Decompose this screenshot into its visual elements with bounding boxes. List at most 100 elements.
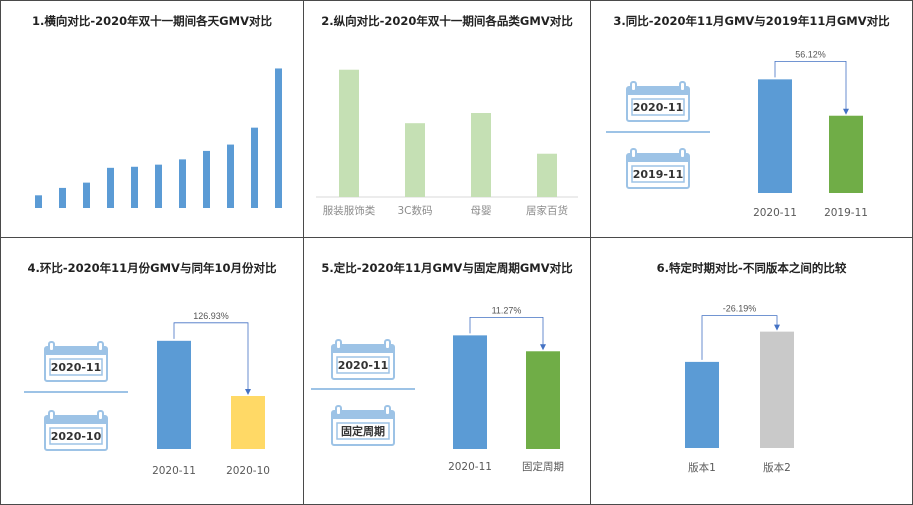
calendar-date-box — [49, 358, 103, 376]
calendar-icon: 固定周期 — [331, 405, 395, 446]
bar — [107, 167, 114, 208]
change-label: 56.12% — [795, 49, 826, 59]
calendar-icon: 2020-11 — [626, 81, 690, 122]
calendar-ring — [384, 405, 391, 416]
change-arrowhead — [843, 108, 849, 115]
bar — [275, 68, 282, 208]
bar — [405, 123, 425, 197]
version-chart: 版本1 版本2 -26.19% — [685, 304, 794, 474]
bar — [59, 187, 66, 208]
bar — [453, 335, 487, 449]
x-tick-label: 版本1 — [688, 461, 716, 474]
bar — [537, 153, 557, 197]
bar — [131, 166, 138, 208]
mom-chart: 2020-11 2020-10 126.93% 2020-11 2020-10 — [24, 311, 270, 477]
change-bracket — [173, 322, 249, 390]
calendar-ring — [97, 341, 104, 352]
calendar-label: 2020-11 — [633, 101, 684, 114]
calendar-icon: 2020-10 — [44, 410, 108, 451]
calendar-ring — [335, 339, 342, 350]
panel-month-over-month: 4.环比-2020年11月份GMV与同年10月份对比 2020-11 2020-1… — [0, 237, 304, 505]
calendar-ring — [48, 341, 55, 352]
panel-fixed-base: 5.定比-2020年11月GMV与固定周期GMV对比 2020-11 固定周期 11… — [303, 237, 591, 505]
chart-title: 4.环比-2020年11月份GMV与同年10月份对比 — [27, 261, 277, 275]
bar — [251, 127, 258, 208]
change-label: 126.93% — [193, 311, 229, 321]
fixed-base-chart: 2020-11 固定周期 11.27% 2020-11 固定周期 — [311, 305, 564, 473]
x-tick-label: 2020-11 — [448, 461, 492, 473]
change-bracket — [469, 316, 544, 346]
chart-title: 1.横向对比-2020年双十一期间各天GMV对比 — [32, 14, 272, 28]
bar — [227, 144, 234, 208]
x-tick-label: 版本2 — [763, 461, 791, 474]
calendar-date-box — [49, 427, 103, 445]
panel-year-over-year: 3.同比-2020年11月GMV与2019年11月GMV对比 2020-11 20… — [590, 0, 913, 238]
change-label: 11.27% — [492, 305, 522, 315]
x-tick-label: 服装服饰类 — [323, 204, 376, 217]
calendar-ring — [679, 81, 686, 92]
bar — [203, 150, 210, 208]
change-bracket — [774, 60, 847, 110]
x-tick-label: 2020-11 — [152, 465, 196, 477]
calendar-ring — [335, 405, 342, 416]
x-tick-label: 3C数码 — [397, 204, 432, 217]
calendar-ring — [630, 81, 637, 92]
change-label: -26.19% — [723, 304, 757, 314]
calendar-date-box — [631, 98, 685, 116]
change-arrowhead — [540, 344, 546, 351]
x-tick-label: 2019-11 — [824, 207, 868, 219]
calendar-ring — [97, 410, 104, 421]
panel-horizontal-comparison: 1.横向对比-2020年双十一期间各天GMV对比 — [0, 0, 304, 238]
bar — [685, 361, 719, 448]
panel-vertical-comparison: 2.纵向对比-2020年双十一期间各品类GMV对比 服装服饰类 3C数码 母婴 居家百… — [303, 0, 591, 238]
x-tick-label: 母婴 — [471, 205, 492, 217]
x-tick-label: 固定周期 — [522, 460, 564, 473]
calendar-label: 2020-10 — [51, 430, 102, 443]
calendar-ring — [679, 148, 686, 159]
chart-title: 5.定比-2020年11月GMV与固定周期GMV对比 — [321, 261, 573, 275]
calendar-ring — [630, 148, 637, 159]
x-tick-label: 2020-11 — [753, 207, 797, 219]
calendar-label: 2020-11 — [51, 361, 102, 374]
calendar-label: 固定周期 — [341, 424, 385, 438]
calendar-header — [627, 154, 689, 162]
change-arrowhead — [774, 324, 780, 331]
calendar-header — [627, 87, 689, 95]
bar — [471, 113, 491, 197]
calendar-ring — [48, 410, 55, 421]
calendar-header — [45, 347, 107, 355]
change-arrowhead — [245, 388, 251, 395]
change-bracket — [701, 315, 778, 360]
calendar-label: 2020-11 — [338, 359, 389, 372]
calendar-header — [45, 416, 107, 424]
bar — [179, 159, 186, 208]
calendar-header — [332, 345, 394, 353]
calendar-date-box — [631, 165, 685, 183]
calendar-icon: 2020-11 — [331, 339, 395, 380]
bar — [526, 351, 560, 449]
chart-title: 2.纵向对比-2020年双十一期间各品类GMV对比 — [321, 14, 573, 28]
x-tick-label: 2020-10 — [226, 465, 270, 477]
bar — [339, 69, 359, 197]
yoy-chart: 2020-11 2019-11 56.12% 2020-11 2019-11 — [606, 49, 868, 219]
calendar-header — [332, 411, 394, 419]
bar — [231, 395, 265, 449]
x-tick-label: 居家百货 — [526, 204, 568, 217]
bar — [760, 331, 794, 448]
bar — [35, 195, 42, 208]
calendar-date-box — [336, 356, 390, 374]
daily-gmv-chart — [35, 68, 282, 208]
category-gmv-chart: 服装服饰类 3C数码 母婴 居家百货 — [316, 69, 578, 217]
panel-version-comparison: 6.特定时期对比-不同版本之间的比较 版本1 版本2 -26.19% — [590, 237, 913, 505]
bar — [155, 164, 162, 208]
calendar-ring — [384, 339, 391, 350]
chart-title: 3.同比-2020年11月GMV与2019年11月GMV对比 — [613, 14, 890, 28]
chart-title: 6.特定时期对比-不同版本之间的比较 — [656, 261, 847, 275]
bar — [829, 115, 863, 193]
bar — [758, 79, 792, 193]
calendar-icon: 2020-11 — [44, 341, 108, 382]
calendar-icon: 2019-11 — [626, 148, 690, 189]
bar — [157, 340, 191, 449]
calendar-label: 2019-11 — [633, 168, 684, 181]
